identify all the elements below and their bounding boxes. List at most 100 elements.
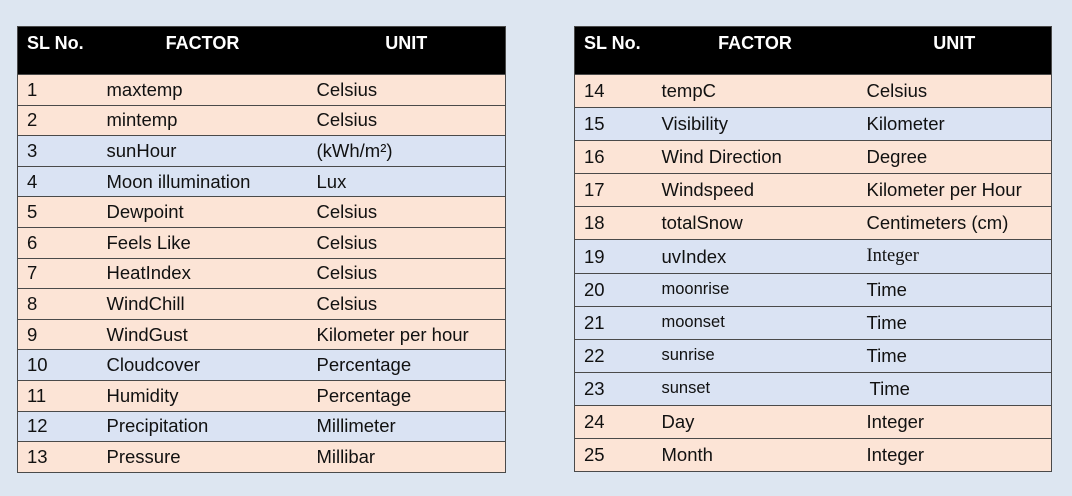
cell-unit: Lux (307, 165, 506, 197)
table-row: 6 Feels Like Celsius (17, 226, 506, 259)
cell-factor: sunHour (97, 135, 308, 167)
table-row: 22 sunrise Time (574, 338, 1052, 373)
cell-factor: Cloudcover (97, 349, 308, 381)
cell-unit: Time (857, 371, 1052, 406)
table-row: 9 WindGust Kilometer per hour (17, 318, 506, 350)
cell-unit: Celsius (307, 196, 506, 228)
cell-unit: Celsius (307, 226, 506, 259)
cell-factor: WindGust (97, 318, 308, 350)
table-row: 16 Wind Direction Degree (574, 140, 1052, 174)
cell-factor: Visibility (652, 107, 858, 141)
table-row: 21 moonset Time (574, 305, 1052, 340)
cell-factor: Moon illumination (97, 165, 308, 197)
table-row: 13 Pressure Millibar (17, 441, 506, 473)
cell-sl-no: 17 (574, 173, 653, 207)
cell-factor: Day (652, 404, 858, 439)
cell-sl-no: 25 (574, 438, 653, 472)
cell-factor: Humidity (97, 379, 308, 412)
table-row: 2 mintemp Celsius (17, 104, 506, 136)
cell-unit: Integer (857, 404, 1052, 439)
cell-unit: Degree (857, 140, 1052, 174)
cell-factor: Windspeed (652, 173, 858, 207)
cell-sl-no: 8 (17, 288, 98, 320)
cell-unit: Percentage (307, 349, 506, 381)
cell-sl-no: 4 (17, 165, 98, 197)
cell-sl-no: 1 (17, 74, 98, 106)
cell-unit: Kilometer (857, 107, 1052, 141)
table-header-row: SL No. FACTOR UNIT (574, 26, 1052, 75)
cell-sl-no: 19 (574, 239, 653, 274)
cell-sl-no: 10 (17, 349, 98, 381)
cell-sl-no: 24 (574, 404, 653, 439)
factor-table-left: SL No. FACTOR UNIT 1 maxtemp Celsius 2 minte… (17, 26, 506, 473)
header-sl-no: SL No. (574, 26, 653, 75)
table-row: 25 Month Integer (574, 438, 1052, 472)
header-factor: FACTOR (652, 26, 858, 75)
table-row: 18 totalSnow Centimeters (cm) (574, 206, 1052, 240)
cell-unit: Celsius (307, 104, 506, 136)
cell-unit: Integer (857, 239, 1052, 274)
cell-unit: Millibar (307, 441, 506, 473)
cell-factor: Dewpoint (97, 196, 308, 228)
cell-factor: maxtemp (97, 74, 308, 106)
cell-factor: moonset (652, 305, 858, 340)
cell-sl-no: 6 (17, 226, 98, 259)
cell-factor: Precipitation (97, 410, 308, 442)
cell-factor: WindChill (97, 288, 308, 320)
cell-sl-no: 5 (17, 196, 98, 228)
header-unit: UNIT (307, 26, 506, 75)
table-row: 3 sunHour (kWh/m²) (17, 135, 506, 167)
cell-factor: totalSnow (652, 206, 858, 240)
table-row: 7 HeatIndex Celsius (17, 257, 506, 289)
cell-factor: sunset (652, 371, 858, 406)
cell-unit: Time (857, 305, 1052, 340)
cell-unit: Celsius (307, 74, 506, 106)
cell-unit: Kilometer per hour (307, 318, 506, 350)
cell-unit: Centimeters (cm) (857, 206, 1052, 240)
cell-factor: Feels Like (97, 226, 308, 259)
cell-sl-no: 9 (17, 318, 98, 350)
cell-factor: tempC (652, 73, 858, 108)
cell-unit: Celsius (307, 288, 506, 320)
cell-unit: Percentage (307, 379, 506, 412)
table-row: 23 sunset Time (574, 371, 1052, 406)
cell-unit: Time (857, 338, 1052, 373)
table-row: 11 Humidity Percentage (17, 379, 506, 412)
cell-sl-no: 23 (574, 371, 653, 406)
cell-sl-no: 22 (574, 338, 653, 373)
cell-sl-no: 20 (574, 272, 653, 307)
cell-unit: Time (857, 272, 1052, 307)
cell-unit: Kilometer per Hour (857, 173, 1052, 207)
cell-sl-no: 18 (574, 206, 653, 240)
table-row: 17 Windspeed Kilometer per Hour (574, 173, 1052, 207)
cell-sl-no: 13 (17, 441, 98, 473)
cell-unit: Celsius (857, 73, 1052, 108)
cell-sl-no: 11 (17, 379, 98, 412)
cell-factor: uvIndex (652, 239, 858, 274)
table-row: 20 moonrise Time (574, 272, 1052, 307)
table-row: 4 Moon illumination Lux (17, 165, 506, 197)
cell-unit: Celsius (307, 257, 506, 289)
cell-factor: Wind Direction (652, 140, 858, 174)
cell-unit: (kWh/m²) (307, 135, 506, 167)
table-row: 24 Day Integer (574, 404, 1052, 439)
cell-factor: moonrise (652, 272, 858, 307)
table-row: 14 tempC Celsius (574, 73, 1052, 108)
cell-sl-no: 14 (574, 73, 653, 108)
cell-sl-no: 7 (17, 257, 98, 289)
header-unit: UNIT (857, 26, 1052, 75)
table-row: 19 uvIndex Integer (574, 239, 1052, 274)
cell-unit: Integer (857, 438, 1052, 472)
cell-factor: Month (652, 438, 858, 472)
cell-sl-no: 2 (17, 104, 98, 136)
cell-factor: Pressure (97, 441, 308, 473)
table-header-row: SL No. FACTOR UNIT (17, 26, 506, 75)
cell-unit: Millimeter (307, 410, 506, 442)
cell-factor: HeatIndex (97, 257, 308, 289)
cell-sl-no: 21 (574, 305, 653, 340)
table-row: 1 maxtemp Celsius (17, 74, 506, 106)
factor-table-right: SL No. FACTOR UNIT 14 tempC Celsius 15 Visib… (574, 26, 1052, 473)
cell-sl-no: 12 (17, 410, 98, 442)
cell-factor: mintemp (97, 104, 308, 136)
header-sl-no: SL No. (17, 26, 98, 75)
